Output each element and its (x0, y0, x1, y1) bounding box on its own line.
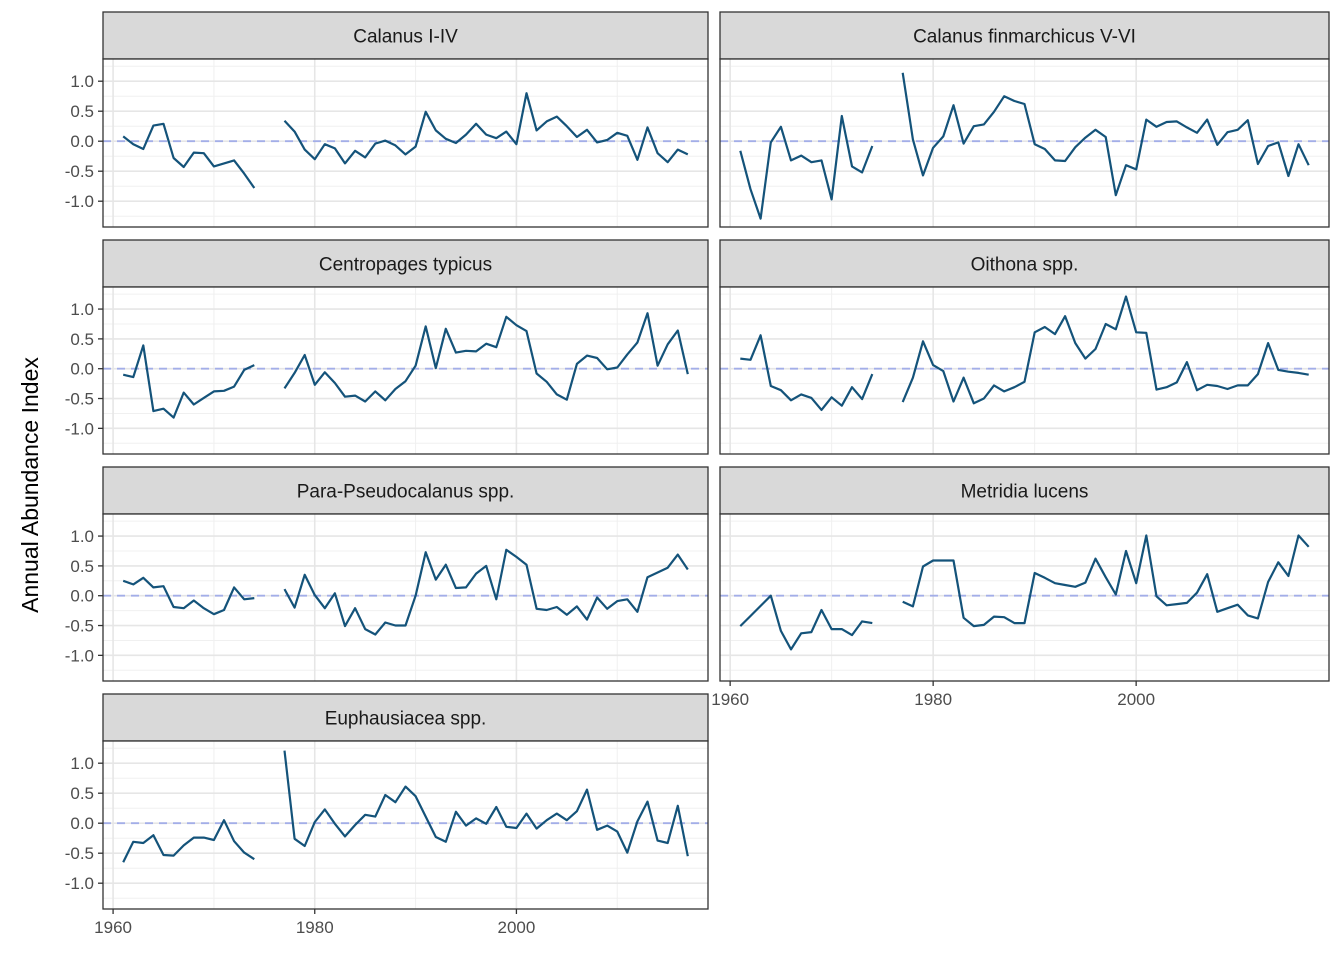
series-line (739, 114, 874, 220)
x-tick-label: 2000 (1117, 690, 1155, 709)
y-tick-label: 0.0 (70, 132, 94, 151)
panel-border (719, 286, 1330, 455)
panel-border (719, 58, 1330, 228)
series-line (739, 594, 873, 651)
y-tick-label: -1.0 (65, 646, 94, 665)
panel-background (103, 514, 708, 681)
series-line (283, 548, 689, 636)
panel-border (102, 740, 709, 910)
panel-background (720, 287, 1329, 454)
series-line (122, 122, 256, 189)
y-tick-label: 0.5 (70, 784, 94, 803)
y-tick-label: -1.0 (65, 419, 94, 438)
y-tick-label: 1.0 (70, 754, 94, 773)
x-tick-label: 1960 (711, 690, 749, 709)
facet-panel: Metridia lucens 1960 1980 2000 (711, 466, 1330, 709)
y-tick-label: -1.0 (65, 192, 94, 211)
facet-strip (102, 466, 709, 515)
y-tick-label: -1.0 (65, 874, 94, 893)
facet-title: Centropages typicus (319, 255, 492, 276)
y-tick-label: 0.0 (70, 587, 94, 606)
panel-background (103, 59, 708, 227)
y-tick-label: 1.0 (70, 72, 94, 91)
y-tick-label: 0.0 (70, 360, 94, 379)
facet-panel: Para-Pseudocalanus spp. -1.0 -0.5 0.0 0.5 1.0 (65, 466, 709, 682)
y-tick-label: 1.0 (70, 300, 94, 319)
y-tick-label: 0.5 (70, 102, 94, 121)
series-line (122, 819, 255, 863)
y-tick-label: -0.5 (65, 162, 94, 181)
facet-title: Metridia lucens (961, 482, 1089, 503)
y-tick-label: 1.0 (70, 527, 94, 546)
x-tick-label: 1960 (94, 918, 132, 937)
facet-title: Para-Pseudocalanus spp. (297, 482, 515, 503)
facet-panel: Oithona spp. (719, 239, 1330, 455)
panel-border (102, 513, 709, 682)
x-tick-label: 2000 (498, 918, 536, 937)
x-tick-label: 1980 (914, 690, 952, 709)
series-line (122, 344, 255, 419)
facet-strip (102, 11, 709, 60)
series-line (122, 576, 255, 616)
facet-strip (719, 239, 1330, 288)
panel-border (102, 58, 709, 228)
y-axis-title: Annual Abundance Index (17, 357, 43, 613)
facet-title: Euphausiacea spp. (325, 709, 487, 730)
panel-border (102, 286, 709, 455)
facet-strip (102, 239, 709, 288)
panel-background (103, 287, 708, 454)
panel-background (720, 514, 1329, 681)
panel-background (720, 59, 1329, 227)
series-line (283, 312, 689, 403)
y-tick-label: -0.5 (65, 844, 94, 863)
panel-border (719, 513, 1330, 682)
y-tick-label: -0.5 (65, 617, 94, 636)
facet-title: Calanus finmarchicus V-VI (913, 27, 1136, 48)
facet-title: Oithona spp. (971, 255, 1079, 276)
x-tick-label: 1980 (296, 918, 334, 937)
facet-panel: Calanus finmarchicus V-VI (719, 11, 1330, 228)
y-tick-label: 0.5 (70, 557, 94, 576)
series-line (283, 92, 689, 165)
facet-panel: Centropages typicus -1.0 -0.5 0.0 0.5 1.0 (65, 239, 709, 455)
facet-title: Calanus I-IV (353, 27, 458, 48)
facet-strip (102, 693, 709, 742)
series-line (740, 334, 874, 411)
facet-strip (719, 11, 1330, 60)
series-line (902, 534, 1310, 628)
y-tick-label: 0.5 (70, 330, 94, 349)
series-line (901, 295, 1309, 405)
facet-panel: Calanus I-IV -1.0 -0.5 0.0 0.5 1.0 (65, 11, 709, 228)
y-tick-label: 0.0 (70, 814, 94, 833)
y-tick-label: -0.5 (65, 390, 94, 409)
series-line (283, 750, 689, 857)
facet-panel: Euphausiacea spp. -1.0 -0.5 0.0 0.5 1.0 1960 19… (65, 693, 709, 937)
series-line (901, 72, 1310, 197)
